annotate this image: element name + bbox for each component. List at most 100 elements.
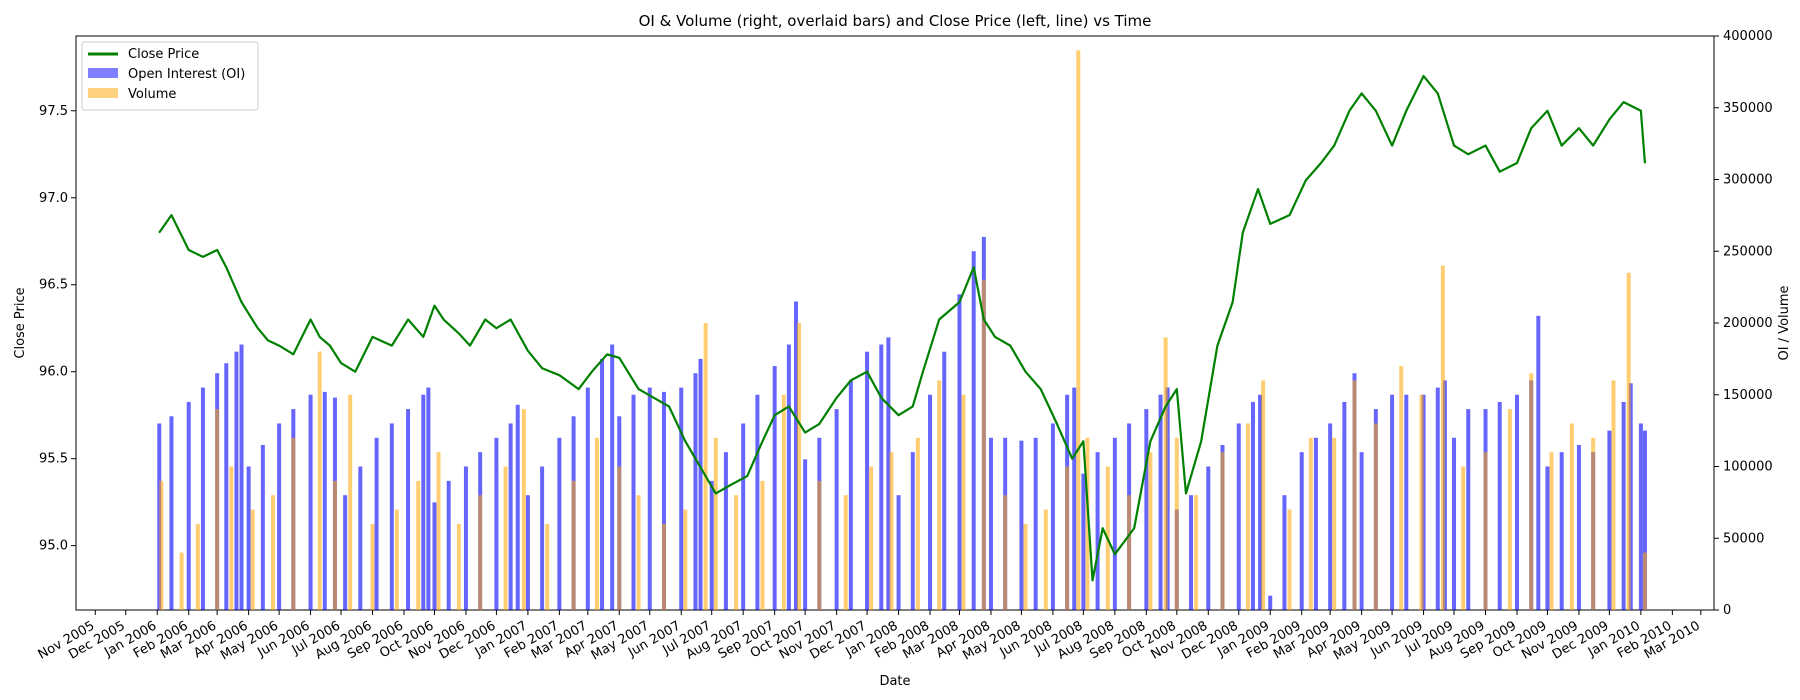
volume-bar — [1220, 452, 1225, 610]
oi-bar — [723, 452, 728, 610]
oi-bar — [865, 351, 870, 610]
y-right-tick-label: 250000 — [1723, 244, 1773, 259]
volume-bar — [915, 437, 920, 610]
oi-bar — [942, 351, 947, 610]
close-price-point — [188, 249, 190, 251]
y-left-tick-label: 97.0 — [39, 191, 68, 206]
volume-bar — [503, 466, 508, 610]
oi-bar — [585, 387, 590, 610]
oi-bar — [1299, 452, 1304, 610]
volume-bar — [229, 466, 234, 610]
close-price-point — [354, 371, 356, 373]
close-price-point — [1200, 440, 1202, 442]
close-price-point — [1040, 388, 1042, 390]
close-price-point — [267, 339, 269, 341]
close-price-point — [922, 371, 924, 373]
volume-bar — [1642, 552, 1647, 610]
close-price-point — [1422, 75, 1425, 77]
volume-bar — [179, 552, 184, 610]
volume-bar — [817, 480, 822, 610]
close-price-point — [578, 388, 580, 390]
oi-bar — [698, 358, 703, 611]
close-price-point — [1405, 110, 1407, 112]
oi-bar — [1328, 423, 1333, 610]
close-price-point — [715, 492, 717, 495]
close-price-point — [1149, 440, 1151, 442]
close-price-point — [391, 345, 393, 347]
oi-bar — [277, 423, 282, 610]
oi-bar — [928, 394, 933, 610]
close-price-point — [1592, 144, 1594, 147]
volume-bar — [1419, 394, 1424, 610]
oi-bar — [1497, 401, 1502, 610]
oi-bar — [1313, 437, 1318, 610]
oi-bar — [1404, 394, 1409, 610]
close-price-point — [407, 318, 409, 321]
close-price-point — [1467, 153, 1469, 155]
volume-bar — [1611, 380, 1616, 610]
close-price-point — [637, 388, 640, 390]
close-price-point — [1056, 423, 1058, 425]
close-price-point — [1091, 579, 1094, 582]
oi-bar — [432, 502, 437, 611]
volume-bar — [703, 323, 708, 610]
oi-bar — [1033, 437, 1038, 610]
y-axis-right: 0 50000 100000 150000 200000 250000 300000 3500… — [1714, 29, 1773, 618]
close-price-point — [973, 266, 975, 268]
volume-bars-group — [159, 50, 1647, 611]
close-price-point — [1102, 527, 1104, 529]
volume-bar — [1591, 437, 1596, 610]
oi-bar — [709, 480, 714, 610]
oi-bar — [1545, 466, 1550, 610]
oi-bar — [1359, 452, 1364, 610]
oi-bar — [971, 251, 976, 610]
oi-bar — [1342, 401, 1347, 610]
oi-bar — [463, 466, 468, 610]
close-price-point — [684, 440, 686, 442]
volume-bar — [215, 409, 220, 610]
volume-bar — [1569, 423, 1574, 610]
y-axis-right-label: OI / Volume — [1777, 285, 1792, 360]
volume-bar — [1352, 380, 1357, 610]
oi-bar — [406, 409, 411, 610]
chart-title: OI & Volume (right, overlaid bars) and C… — [639, 12, 1152, 30]
close-price-point — [495, 327, 498, 329]
close-price-point — [983, 318, 985, 321]
oi-bar — [886, 337, 891, 610]
close-price-point — [422, 336, 424, 338]
oi-bar — [358, 466, 363, 610]
oi-bar — [1559, 452, 1564, 610]
volume-bar — [683, 509, 688, 610]
legend-close-label: Close Price — [128, 47, 199, 62]
oi-bar — [1112, 437, 1117, 610]
oi-bar — [540, 466, 545, 610]
y-axis-left: 95.0 95.5 96.0 96.5 97.0 97.5 — [39, 104, 76, 554]
close-price-point — [484, 318, 486, 321]
oi-bar — [803, 459, 808, 610]
volume-bar — [1461, 466, 1466, 610]
close-price-point — [668, 405, 670, 408]
close-price-point — [443, 318, 445, 321]
close-price-point — [618, 357, 620, 359]
volume-bar — [797, 323, 802, 610]
volume-bar — [734, 495, 739, 610]
oi-bar — [343, 495, 348, 610]
volume-bar — [436, 452, 441, 610]
volume-bar — [781, 394, 786, 610]
close-price-point — [216, 249, 218, 251]
oi-bar — [1282, 495, 1287, 610]
oi-bar — [157, 423, 162, 610]
volume-bar — [271, 495, 276, 610]
y-right-tick-label: 200000 — [1723, 316, 1773, 331]
oi-bar — [1158, 394, 1163, 610]
oi-bar — [1165, 387, 1170, 610]
close-price-point — [225, 266, 227, 268]
oi-bar — [988, 437, 993, 610]
volume-bar — [332, 480, 337, 610]
close-price-point — [866, 371, 868, 373]
oi-bar — [1514, 394, 1519, 610]
oi-bar — [879, 344, 884, 610]
oi-bar — [793, 301, 798, 610]
oi-bar — [679, 387, 684, 610]
